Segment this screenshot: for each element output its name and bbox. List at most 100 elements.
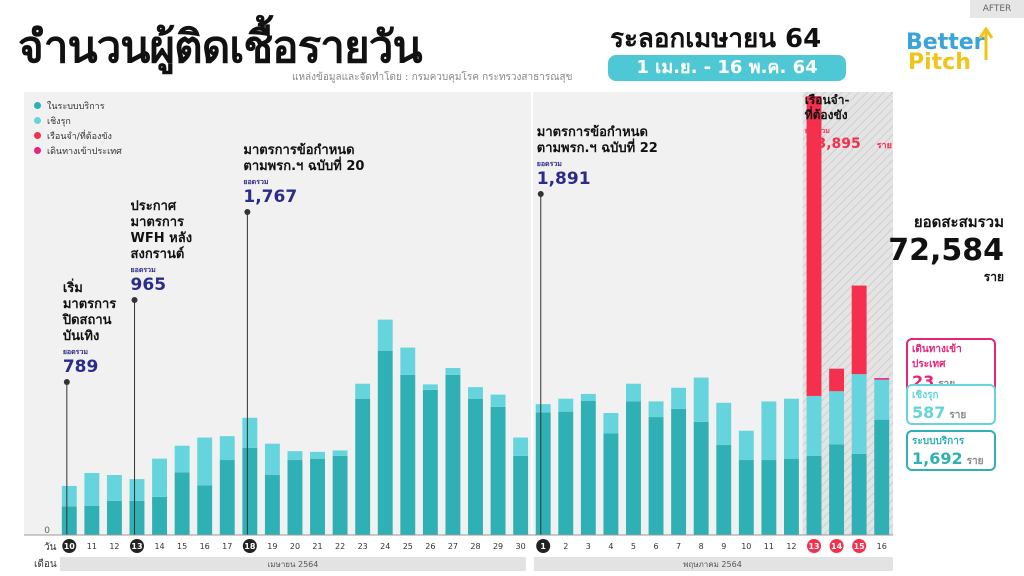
bar-segment	[580, 393, 596, 401]
day-tick-label: 17	[222, 542, 232, 551]
annotation-pin-dot	[537, 191, 544, 197]
bar-segment	[716, 445, 732, 535]
prison-total-label: ยอดรวม	[805, 127, 831, 135]
day-tick-label: 16	[877, 542, 887, 551]
bar-segment	[558, 398, 574, 412]
bar-segment	[264, 475, 280, 535]
day-tick-label: 13	[808, 542, 819, 551]
day-tick-label: 28	[470, 542, 480, 551]
callout-value: 587	[912, 403, 946, 422]
bar-segment	[626, 401, 641, 535]
date-range-badge: 1 เม.ย. - 16 พ.ค. 64	[608, 55, 846, 81]
bar-segment	[310, 451, 325, 459]
bar-segment	[716, 402, 732, 446]
prison-note-text: เรือนจำ-	[805, 93, 850, 107]
day-tick-label: 16	[200, 542, 210, 551]
bar-segment	[806, 96, 822, 396]
annotation-text: มาตรการ	[63, 297, 116, 312]
bar-segment	[422, 389, 438, 535]
bar-segment	[603, 413, 619, 434]
day-tick-label: 23	[358, 542, 368, 551]
bar-segment	[806, 455, 822, 535]
legend-dot-icon	[34, 147, 41, 154]
prison-total-unit: ราย	[877, 141, 892, 151]
bar-segment	[174, 445, 190, 473]
day-tick-label: 4	[608, 542, 613, 551]
legend: ในระบบบริการ เชิงรุก เรือนจำ/ที่ต้องขัง …	[34, 98, 122, 158]
day-tick-label: 6	[653, 542, 658, 551]
day-tick-label: 30	[516, 542, 526, 551]
bar-segment	[106, 500, 122, 535]
bar-segment	[174, 472, 190, 535]
legend-item: ในระบบบริการ	[34, 98, 122, 113]
day-marker	[62, 539, 77, 553]
annotation-text: มาตรการ	[131, 215, 184, 230]
annotation-total-label: ยอดรวม	[537, 160, 563, 168]
bar-segment	[783, 398, 799, 459]
annotation-text: บันเทิง	[63, 329, 100, 344]
bar-segment	[829, 391, 845, 445]
bar-segment	[580, 400, 596, 535]
bar-segment	[445, 368, 461, 375]
bar-segment	[377, 350, 393, 535]
bar-segment	[693, 421, 709, 535]
bar-segment	[377, 319, 393, 351]
bar-segment	[84, 472, 100, 506]
bar-segment	[648, 417, 664, 535]
bar-segment	[535, 404, 551, 413]
annotation-pin-dot	[244, 209, 251, 215]
annotation-text: ประกาศ	[131, 199, 177, 214]
callout-label: เชิงรุก	[912, 390, 939, 401]
day-tick-label: 20	[290, 542, 300, 551]
day-tick-label: 22	[335, 542, 345, 551]
day-tick-label: 11	[764, 542, 774, 551]
bar-segment	[242, 417, 258, 448]
day-tick-label: 15	[177, 542, 187, 551]
page-title: จำนวนผู้ติดเชื้อรายวัน	[18, 22, 423, 73]
callout-value: 1,692	[912, 449, 963, 468]
month-bar-may	[533, 557, 893, 571]
bar-segment	[355, 383, 371, 399]
legend-dot-icon	[34, 102, 41, 109]
legend-item: เดินทางเข้าประเทศ	[34, 143, 122, 158]
legend-label: เรือนจำ/ที่ต้องขัง	[47, 131, 112, 142]
legend-item: เชิงรุก	[34, 113, 122, 128]
cumulative-unit: ราย	[983, 270, 1004, 284]
bar-segment	[851, 453, 867, 535]
bar-segment	[445, 374, 461, 535]
annotation-text: เริ่ม	[63, 278, 83, 296]
day-tick-label: 11	[87, 542, 97, 551]
annotation-text: ตามพรก.ฯ ฉบับที่ 22	[537, 138, 658, 156]
y-zero-label: 0	[44, 526, 50, 536]
bar-segment	[558, 411, 574, 535]
callout-label: ระบบบริการ	[912, 436, 965, 447]
bar-segment	[287, 451, 303, 461]
day-tick-label: 29	[493, 542, 503, 551]
bar-segment	[287, 460, 303, 535]
bar-segment	[400, 374, 416, 535]
bar-segment	[129, 479, 145, 501]
legend-label: เดินทางเข้าประเทศ	[47, 146, 122, 157]
annotation-total-label: ยอดรวม	[243, 178, 269, 186]
bar-segment	[738, 460, 754, 535]
day-tick-label: 19	[267, 542, 277, 551]
annotation-text: สงกรานต์	[131, 246, 185, 262]
bar-segment	[738, 430, 754, 461]
bar-segment	[490, 394, 506, 407]
annotation-total-label: ยอดรวม	[63, 348, 89, 356]
bar-segment	[355, 398, 371, 535]
annotation-pin-dot	[131, 297, 138, 303]
cumulative-value: 72,584	[888, 233, 1004, 268]
day-tick-label: 7	[676, 542, 681, 551]
bar-segment	[61, 485, 77, 507]
prison-total-value: +3,895	[805, 136, 861, 152]
annotation-text: ตามพรก.ฯ ฉบับที่ 20	[243, 156, 364, 174]
bar-segment	[535, 412, 551, 535]
page-subtitle: ระลอกเมษายน 64	[610, 24, 822, 54]
bar-segment	[648, 401, 664, 418]
bar-segment	[152, 496, 168, 535]
callout-unit: ราย	[966, 456, 984, 467]
day-tick-label: 24	[380, 542, 390, 551]
day-tick-label: 15	[854, 542, 866, 551]
